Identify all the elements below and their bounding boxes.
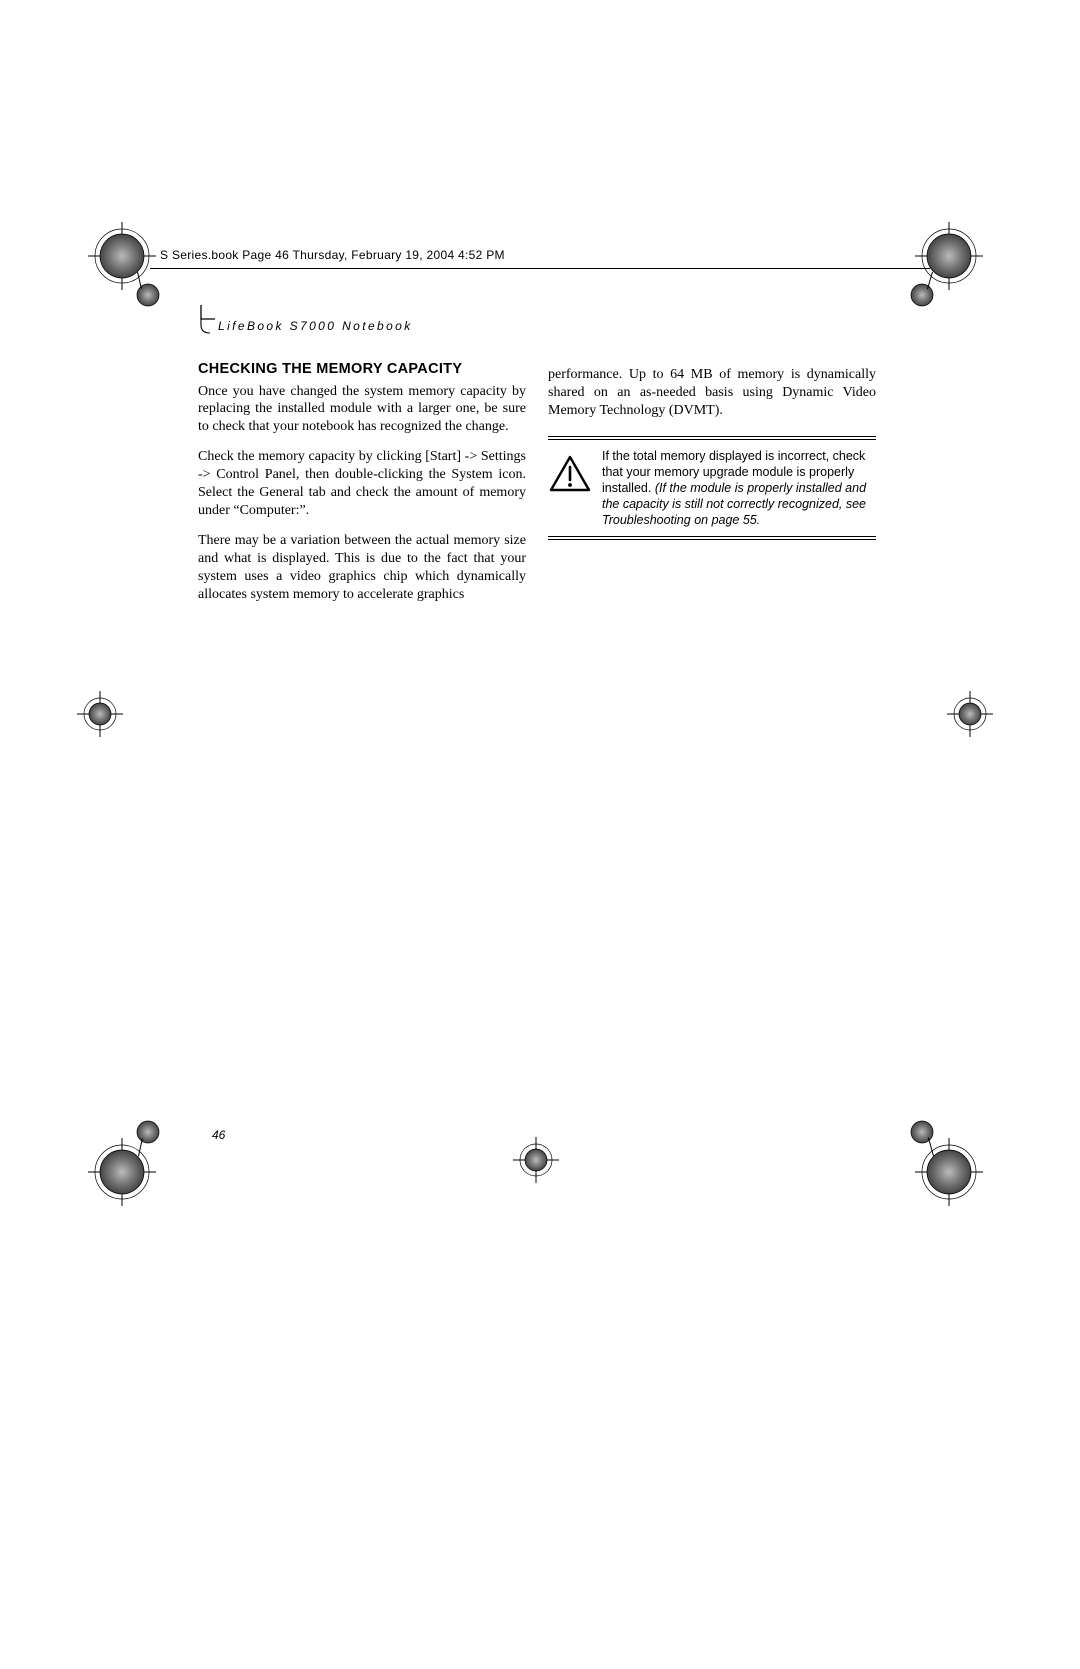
registration-mark-icon <box>123 1107 173 1157</box>
header-meta-text: S Series.book Page 46 Thursday, February… <box>160 248 505 262</box>
registration-mark-icon <box>75 689 125 739</box>
body-paragraph: performance. Up to 64 MB of memory is dy… <box>548 366 876 420</box>
header-rule <box>150 268 930 269</box>
caution-icon <box>548 448 592 500</box>
page-number: 46 <box>212 1128 225 1142</box>
registration-mark-icon <box>897 1107 947 1157</box>
document-page: S Series.book Page 46 Thursday, February… <box>0 0 1080 1669</box>
left-column: CHECKING THE MEMORY CAPACITY Once you ha… <box>198 360 526 604</box>
registration-mark-icon <box>945 689 995 739</box>
caution-text: If the total memory displayed is incorre… <box>602 448 876 528</box>
body-paragraph: Check the memory capacity by clicking [S… <box>198 448 526 520</box>
caution-rule-top <box>548 436 876 440</box>
registration-mark-icon <box>123 270 173 320</box>
registration-mark-icon <box>897 270 947 320</box>
right-column: performance. Up to 64 MB of memory is dy… <box>548 366 876 540</box>
caution-box: If the total memory displayed is incorre… <box>548 436 876 540</box>
body-paragraph: Once you have changed the system memory … <box>198 383 526 437</box>
body-paragraph: There may be a variation between the act… <box>198 532 526 604</box>
registration-mark-icon <box>511 1135 561 1185</box>
running-head: LifeBook S7000 Notebook <box>218 319 413 333</box>
caution-rule-bottom <box>548 536 876 540</box>
section-title: CHECKING THE MEMORY CAPACITY <box>198 360 526 379</box>
corner-mark <box>200 305 216 335</box>
